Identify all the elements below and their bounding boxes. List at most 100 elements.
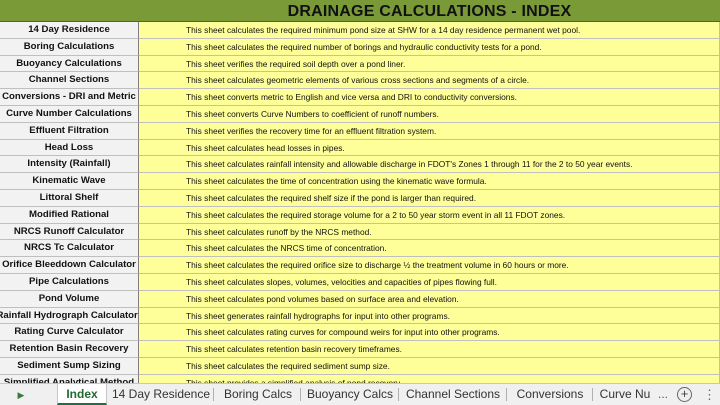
scroll-tabs-right-icon[interactable]: ▶ [17,390,25,400]
sheet-name-label: Littoral Shelf [39,191,99,203]
sheet-name-cell[interactable]: Orifice Bleeddown Calculator [0,257,139,274]
sheet-description-cell[interactable]: This sheet calculates the required stora… [139,206,720,224]
sheet-name-label: 14 Day Residence [28,24,110,35]
sheet-name-cell[interactable]: Channel Sections [0,72,139,90]
sheet-name-label: Rating Curve Calculator [14,326,124,338]
sheet-description-cell[interactable]: This sheet calculates runoff by the NRCS… [139,223,720,241]
sheet-name-label: Boring Calculations [23,40,115,52]
sheet-description-cell[interactable]: This sheet calculates rating curves for … [139,324,720,342]
title-row[interactable]: DRAINAGE CALCULATIONS - INDEX [0,0,720,22]
sheet-description-cell[interactable]: This sheet calculates the time of concen… [139,173,720,190]
sheet-description-cell[interactable]: This sheet calculates rainfall intensity… [139,156,720,174]
table-row: Pipe Calculations This sheet calculates s… [0,273,720,291]
sheet-name-cell[interactable]: Retention Basin Recovery [0,341,139,358]
sheet-name-cell[interactable]: Rainfall Hydrograph Calculator [0,307,139,325]
sheet-name-cell[interactable]: Boring Calculations [0,38,139,56]
tab-separator [592,388,593,401]
table-row: 14 Day Residence This sheet calculates th… [0,22,720,39]
sheet-name-cell[interactable]: Effluent Filtration [0,122,139,140]
sheet-description-cell[interactable]: This sheet converts metric to English an… [139,89,720,106]
sheet-description-cell[interactable]: This sheet verifies the required soil de… [139,55,720,73]
table-row: Orifice Bleeddown Calculator This sheet c… [0,257,720,274]
sheet-name-cell[interactable]: Head Loss [0,139,139,157]
tab-14-day-residence[interactable]: 14 Day Residence [111,387,211,401]
sheet-description-cell[interactable]: This sheet calculates the NRCS time of c… [139,240,720,258]
sheet-name-label: Simplified Analytical Method [3,376,135,385]
sheet-name-cell[interactable]: Sediment Sump Sizing [0,357,139,375]
sheet-name-label: NRCS Tc Calculator [24,242,114,254]
sheet-description-cell[interactable]: This sheet converts Curve Numbers to coe… [139,105,720,123]
sheet-name-cell[interactable]: Intensity (Rainfall) [0,156,139,174]
sheet-name-cell[interactable]: Curve Number Calculations [0,105,139,123]
table-row: Buoyancy Calculations This sheet verifies… [0,55,720,73]
table-row: Effluent Filtration This sheet verifies t… [0,122,720,140]
sheet-description-cell[interactable]: This sheet calculates retention basin re… [139,341,720,358]
table-row: Conversions - DRI and Metric This sheet c… [0,89,720,106]
sheet-description-cell[interactable]: This sheet calculates the required numbe… [139,38,720,56]
sheet-description-cell[interactable]: This sheet calculates the required shelf… [139,189,720,207]
table-row: Curve Number Calculations This sheet conv… [0,105,720,123]
sheet-name-cell[interactable]: 14 Day Residence [0,22,139,39]
sheet-description-cell[interactable]: This sheet calculates slopes, volumes, v… [139,273,720,291]
sheet-name-cell[interactable]: Buoyancy Calculations [0,55,139,73]
sheet-name-cell[interactable]: Rating Curve Calculator [0,324,139,342]
sheet-name-cell[interactable]: Conversions - DRI and Metric [0,89,139,106]
sheet-name-label: Modified Rational [29,208,109,220]
table-row: Intensity (Rainfall) This sheet calculate… [0,156,720,174]
table-row: Rating Curve Calculator This sheet calcul… [0,324,720,342]
tab-boring-calcs[interactable]: Boring Calcs [223,387,293,401]
sheet-description-cell[interactable]: This sheet calculates head losses in pip… [139,139,720,157]
sheet-name-cell[interactable]: Modified Rational [0,206,139,224]
sheet-name-label: Effluent Filtration [29,124,109,136]
sheet-name-label: Retention Basin Recovery [9,343,129,355]
sheet-name-cell[interactable]: Kinematic Wave [0,173,139,190]
table-row: Channel Sections This sheet calculates ge… [0,72,720,90]
table-row: Pond Volume This sheet calculates pond vo… [0,290,720,308]
sheet-name-label: NRCS Runoff Calculator [13,225,125,237]
table-row: Head Loss This sheet calculates head loss… [0,139,720,157]
sheet-name-cell[interactable]: Pond Volume [0,290,139,308]
sheet-tab-bar: ▶ Index 14 Day Residence Boring Calcs Bu… [0,383,720,405]
sheet-name-label: Intensity (Rainfall) [27,158,111,170]
sheet-description-cell[interactable]: This sheet calculates the required sedim… [139,357,720,375]
sheet-name-label: Buoyancy Calculations [16,57,122,69]
sheet-name-cell[interactable]: Pipe Calculations [0,273,139,291]
more-options-icon[interactable]: ⋮ [703,387,716,402]
tab-separator [300,388,301,401]
tab-curve-number[interactable]: Curve Nu [599,387,651,401]
sheet-name-label: Pond Volume [38,292,100,304]
sheet-description-cell[interactable]: This sheet generates rainfall hydrograph… [139,307,720,325]
sheet-description-cell[interactable]: This sheet calculates geometric elements… [139,72,720,90]
sheet-description-cell[interactable]: This sheet calculates the required minim… [139,22,720,39]
more-tabs-ellipsis[interactable]: ... [658,387,669,401]
sheet-name-label: Curve Number Calculations [6,107,132,119]
sheet-name-label: Pipe Calculations [29,275,109,287]
table-row: Rainfall Hydrograph Calculator This sheet… [0,307,720,325]
tab-channel-sections[interactable]: Channel Sections [405,387,501,401]
sheet-name-label: Sediment Sump Sizing [17,359,121,371]
sheet-name-label: Channel Sections [28,74,110,86]
tab-buoyancy-calcs[interactable]: Buoyancy Calcs [306,387,394,401]
spreadsheet-grid: DRAINAGE CALCULATIONS - INDEX 14 Day Res… [0,0,720,385]
tab-conversions[interactable]: Conversions [516,387,584,401]
table-row: Kinematic Wave This sheet calculates the … [0,173,720,190]
tab-separator [398,388,399,401]
table-row: Boring Calculations This sheet calculates… [0,38,720,56]
tab-index[interactable]: Index [57,384,107,405]
sheet-description-cell[interactable]: This sheet calculates pond volumes based… [139,290,720,308]
sheet-name-cell[interactable]: Littoral Shelf [0,189,139,207]
table-row: Sediment Sump Sizing This sheet calculate… [0,357,720,375]
sheet-description-cell[interactable]: This sheet calculates the required orifi… [139,257,720,274]
sheet-name-cell[interactable]: NRCS Runoff Calculator [0,223,139,241]
add-sheet-icon[interactable]: + [677,387,692,402]
tab-separator [506,388,507,401]
sheet-name-label: Kinematic Wave [32,175,106,187]
sheet-description-cell[interactable]: This sheet verifies the recovery time fo… [139,122,720,140]
table-row: Littoral Shelf This sheet calculates the … [0,189,720,207]
table-row: Retention Basin Recovery This sheet calcu… [0,341,720,358]
tab-separator [213,388,214,401]
table-row: NRCS Tc Calculator This sheet calculates … [0,240,720,258]
sheet-name-label: Conversions - DRI and Metric [2,91,136,103]
sheet-name-cell[interactable]: NRCS Tc Calculator [0,240,139,258]
sheet-name-cell[interactable]: Simplified Analytical Method [0,374,139,385]
